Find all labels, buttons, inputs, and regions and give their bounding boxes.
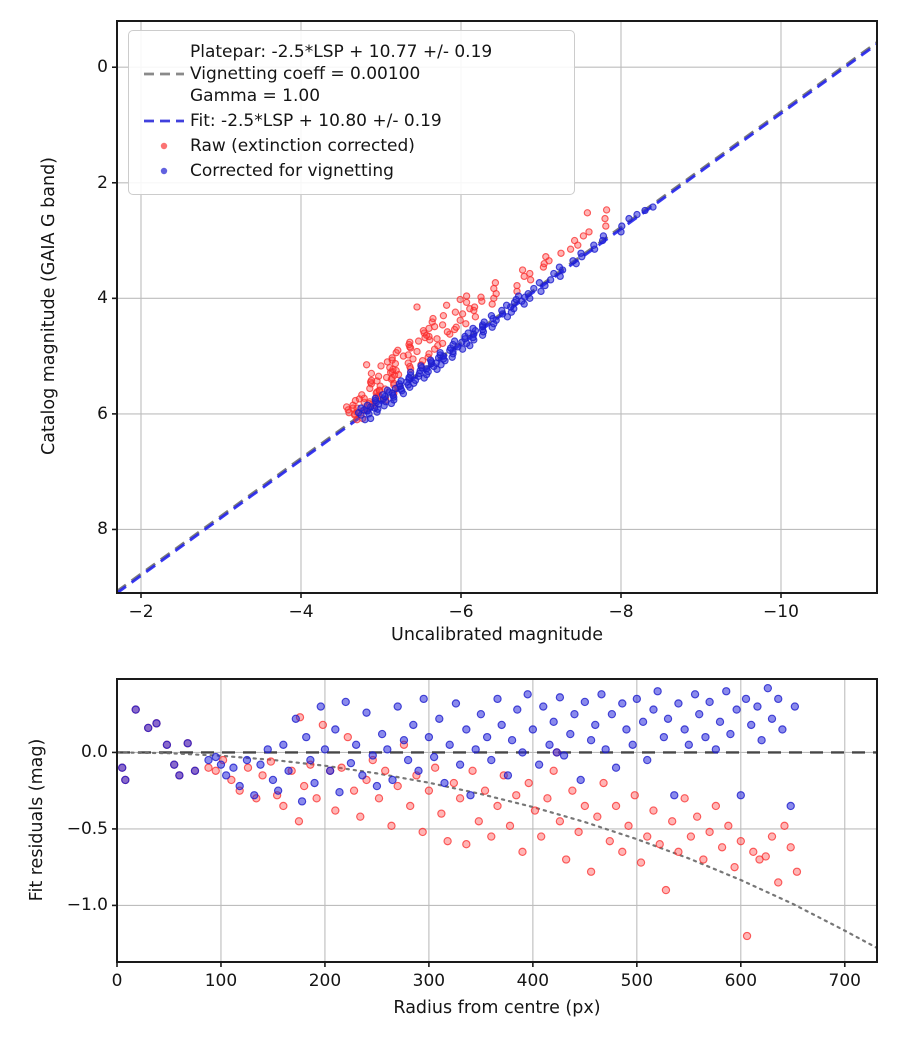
y-tick-label: 6 — [97, 403, 108, 424]
x-tick-label: −4 — [288, 602, 314, 622]
legend-platepar-label: Platepar: -2.5*LSP + 10.77 +/- 0.19 Vign… — [190, 41, 492, 107]
y-tick-label: 2 — [97, 172, 108, 193]
x-tick-label: −6 — [448, 602, 474, 622]
corrected-residuals-points — [118, 684, 800, 811]
fit-residuals-vs-radius-axes-border — [116, 678, 878, 963]
y-tick-label: 0 — [97, 57, 108, 78]
x-tick-label: 0 — [111, 971, 123, 991]
legend-entry-raw: Raw (extinction corrected) — [138, 135, 564, 157]
red-dot-icon — [138, 141, 190, 151]
legend-platepar-line1: Platepar: -2.5*LSP + 10.77 +/- 0.19 — [190, 42, 493, 62]
fit-residuals-vs-radius-grid — [116, 679, 877, 962]
x-tick-label: −10 — [763, 602, 799, 622]
legend-corrected-label: Corrected for vignetting — [190, 161, 394, 181]
x-tick-label: 300 — [412, 971, 446, 991]
legend-entry-corrected: Corrected for vignetting — [138, 160, 564, 182]
fit-residuals-vs-radius-ticks — [112, 751, 846, 967]
raw-residuals-points — [118, 705, 802, 941]
raw-extinction-corrected-points — [342, 206, 611, 424]
corrected-for-vignetting-points — [354, 203, 657, 424]
legend-platepar-line2: Vignetting coeff = 0.00100 — [190, 64, 421, 84]
blue-dot-icon — [138, 166, 190, 176]
y-tick-label: 0.0 — [80, 742, 108, 763]
x-tick-label: 100 — [204, 971, 238, 991]
legend-platepar-line3: Gamma = 1.00 — [190, 86, 321, 106]
y-tick-label: 8 — [97, 519, 108, 540]
legend-entry-fit: Fit: -2.5*LSP + 10.80 +/- 0.19 — [138, 110, 564, 132]
top-xlabel: Uncalibrated magnitude — [391, 625, 603, 645]
bottom-ylabel: Fit residuals (mag) — [27, 738, 47, 902]
magnitude-calibration-axes-border — [116, 20, 878, 594]
y-tick-label: 4 — [97, 288, 108, 309]
x-tick-label: −2 — [128, 602, 154, 622]
legend-entry-platepar: Platepar: -2.5*LSP + 10.77 +/- 0.19 Vign… — [138, 41, 564, 107]
y-tick-label: −0.5 — [66, 818, 108, 839]
legend-raw-label: Raw (extinction corrected) — [190, 136, 415, 156]
legend-fit-label: Fit: -2.5*LSP + 10.80 +/- 0.19 — [190, 111, 442, 131]
legend: Platepar: -2.5*LSP + 10.77 +/- 0.19 Vign… — [128, 30, 575, 195]
gray-dashed-line-icon — [138, 70, 190, 78]
x-tick-label: 400 — [516, 971, 550, 991]
magnitude-calibration-data — [117, 41, 877, 593]
x-tick-label: 500 — [620, 971, 654, 991]
x-tick-label: 600 — [724, 971, 758, 991]
fit-residuals-vs-radius-data — [117, 684, 877, 950]
magnitude-calibration-ticks — [112, 66, 782, 598]
bottom-xlabel: Radius from centre (px) — [393, 998, 601, 1018]
x-tick-label: 200 — [308, 971, 342, 991]
blue-dashed-line-icon — [138, 117, 190, 125]
y-tick-label: −1.0 — [66, 895, 108, 916]
x-tick-label: −8 — [608, 602, 634, 622]
x-tick-label: 700 — [828, 971, 861, 991]
